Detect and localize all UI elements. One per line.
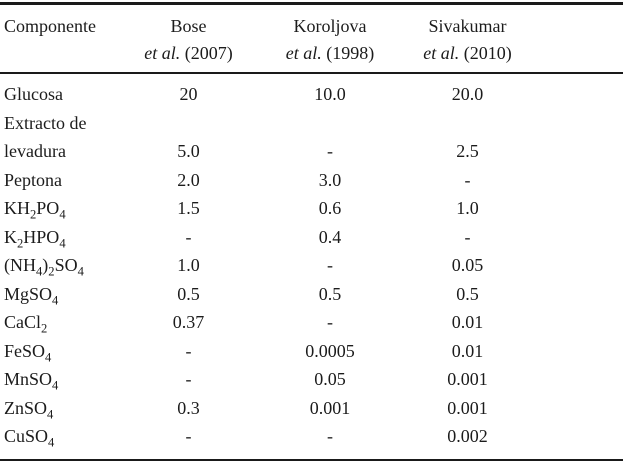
value-cell: 0.05 xyxy=(451,255,484,275)
table-row: FeSO4 - 0.0005 0.01 xyxy=(0,337,623,366)
value-cell: 0.002 xyxy=(447,426,488,446)
value-cell: - xyxy=(327,312,333,332)
spacer-cell xyxy=(520,194,623,223)
component-cell: K2HPO4 xyxy=(4,226,66,251)
value-cell: 20.0 xyxy=(451,84,484,104)
table-row: KH2PO4 1.5 0.6 1.0 xyxy=(0,194,623,223)
column-header-koroljova: Koroljova et al. (1998) xyxy=(245,3,415,74)
value-cell: - xyxy=(327,426,333,446)
value-cell: 0.4 xyxy=(318,226,342,247)
component-cell: (NH4)2SO4 xyxy=(4,255,84,279)
table-row: CuSO4 - - 0.002 xyxy=(0,422,623,460)
table-body: Glucosa 20 10.0 20.0 Extracto de levadura 5.0… xyxy=(0,73,623,460)
table-header: Componente Bose et al. (2007) Koroljova … xyxy=(0,3,623,74)
value-cell: 0.6 xyxy=(318,198,342,218)
header-row: Componente Bose et al. (2007) Koroljova … xyxy=(0,3,623,74)
component-cell: FeSO4 xyxy=(4,340,52,365)
table-row: MnSO4 - 0.05 0.001 xyxy=(0,365,623,394)
reference-citation: et al. (2010) xyxy=(415,40,520,67)
component-cell: Glucosa xyxy=(4,84,63,104)
spacer-cell xyxy=(520,109,623,166)
value-cell: 0.01 xyxy=(451,312,484,332)
reference-citation: et al. (2007) xyxy=(132,40,245,67)
value-cell: 1.0 xyxy=(177,255,200,275)
component-cell: CaCl2 xyxy=(4,312,48,336)
reference-name: Bose xyxy=(170,16,207,36)
etal-label: et al. xyxy=(285,43,322,63)
value-cell: 0.37 xyxy=(172,312,205,332)
value-cell: - xyxy=(185,426,192,446)
value-cell: 0.05 xyxy=(314,369,346,389)
component-cell: ZnSO4 xyxy=(4,397,54,422)
column-header-bose: Bose et al. (2007) xyxy=(132,3,245,74)
value-cell: 3.0 xyxy=(318,169,342,190)
spacer-cell xyxy=(520,251,623,280)
table-row: K2HPO4 - 0.4 - xyxy=(0,223,623,252)
value-cell: 2.5 xyxy=(456,141,479,161)
value-cell: 0.001 xyxy=(447,369,488,389)
value-cell: 0.5 xyxy=(318,283,342,304)
value-cell: 2.0 xyxy=(177,169,200,190)
table-row: Glucosa 20 10.0 20.0 xyxy=(0,73,623,109)
reference-citation: et al. (1998) xyxy=(245,40,415,67)
media-components-table: Componente Bose et al. (2007) Koroljova … xyxy=(0,2,623,461)
value-cell: 0.01 xyxy=(451,340,484,361)
value-cell: 10.0 xyxy=(314,84,346,104)
value-cell: 20 xyxy=(179,84,198,104)
spacer-cell xyxy=(520,337,623,366)
value-cell: - xyxy=(327,255,333,275)
reference-name: Koroljova xyxy=(293,16,367,36)
component-cell: MgSO4 xyxy=(4,283,59,308)
table-row: (NH4)2SO4 1.0 - 0.05 xyxy=(0,251,623,280)
component-cell: MnSO4 xyxy=(4,369,59,393)
table-row: Peptona 2.0 3.0 - xyxy=(0,166,623,195)
value-cell: - xyxy=(185,226,192,247)
component-cell: CuSO4 xyxy=(4,426,55,450)
spacer-cell xyxy=(520,280,623,309)
etal-label: et al. xyxy=(423,43,460,63)
spacer-header-cell xyxy=(520,3,623,74)
spacer-cell xyxy=(520,166,623,195)
year-label: (1998) xyxy=(326,43,375,63)
value-cell: 0.5 xyxy=(456,283,479,304)
table-row: ZnSO4 0.3 0.001 0.001 xyxy=(0,394,623,423)
value-cell: - xyxy=(464,169,471,190)
spacer-cell xyxy=(520,422,623,460)
table-row: Extracto de levadura 5.0 - 2.5 xyxy=(0,109,623,166)
value-cell: 0.0005 xyxy=(305,340,355,361)
value-cell: - xyxy=(185,340,192,361)
component-cell: Peptona xyxy=(4,169,62,190)
component-cell: Extracto de levadura xyxy=(4,112,87,162)
etal-label: et al. xyxy=(144,43,181,63)
spacer-cell xyxy=(520,223,623,252)
value-cell: - xyxy=(185,369,192,389)
year-label: (2010) xyxy=(463,43,512,63)
value-cell: 0.001 xyxy=(309,397,351,418)
spacer-cell xyxy=(520,394,623,423)
reference-name: Sivakumar xyxy=(428,16,507,36)
table-row: MgSO4 0.5 0.5 0.5 xyxy=(0,280,623,309)
column-header-sivakumar: Sivakumar et al. (2010) xyxy=(415,3,520,74)
value-cell: - xyxy=(327,141,333,161)
spacer-cell xyxy=(520,73,623,109)
table-row: CaCl2 0.37 - 0.01 xyxy=(0,308,623,337)
component-cell: KH2PO4 xyxy=(4,198,66,222)
column-header-component: Componente xyxy=(0,3,132,74)
spacer-cell xyxy=(520,365,623,394)
value-cell: 1.5 xyxy=(177,198,200,218)
value-cell: 5.0 xyxy=(177,141,200,161)
value-cell: - xyxy=(464,226,471,247)
spacer-cell xyxy=(520,308,623,337)
year-label: (2007) xyxy=(184,43,233,63)
value-cell: 1.0 xyxy=(456,198,479,218)
value-cell: 0.5 xyxy=(177,283,200,304)
value-cell: 0.001 xyxy=(447,397,488,418)
value-cell: 0.3 xyxy=(177,397,200,418)
